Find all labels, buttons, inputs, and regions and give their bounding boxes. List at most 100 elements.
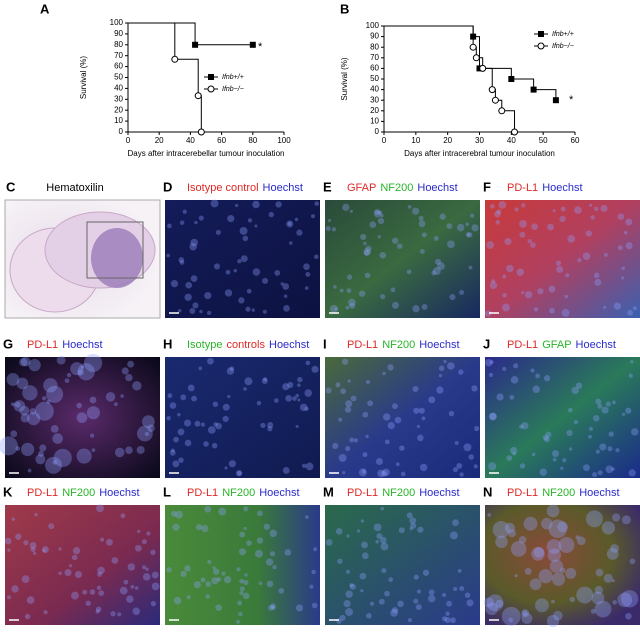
- nucleus: [42, 396, 47, 401]
- nucleus: [524, 567, 532, 575]
- nucleus: [256, 510, 263, 517]
- nucleus: [419, 249, 425, 254]
- nucleus: [625, 242, 633, 250]
- nucleus: [53, 448, 72, 468]
- nucleus: [510, 541, 527, 557]
- nucleus: [215, 229, 221, 235]
- nucleus: [380, 294, 386, 300]
- nucleus: [260, 422, 266, 429]
- nucleus: [110, 611, 116, 617]
- nucleus: [339, 614, 346, 621]
- nucleus: [34, 401, 54, 421]
- nucleus: [227, 214, 235, 223]
- nucleus: [369, 221, 377, 228]
- nucleus: [566, 429, 573, 437]
- nucleus: [508, 529, 517, 538]
- y-tick-label: 30: [370, 95, 379, 104]
- nucleus: [458, 369, 464, 375]
- nucleus: [418, 215, 424, 221]
- nucleus: [466, 232, 473, 238]
- nucleus: [625, 407, 632, 414]
- nucleus: [498, 201, 507, 209]
- nucleus: [91, 448, 96, 452]
- nucleus: [365, 245, 372, 252]
- nucleus: [172, 523, 180, 531]
- nucleus: [0, 436, 18, 456]
- y-tick-label: 100: [110, 18, 124, 27]
- nucleus: [585, 510, 603, 528]
- stain-label: Hoechst: [259, 487, 299, 499]
- x-tick-label: 20: [443, 136, 452, 145]
- nucleus: [627, 309, 634, 316]
- nucleus: [182, 209, 187, 214]
- nucleus: [474, 425, 480, 432]
- stain-label: Hoechst: [263, 182, 303, 194]
- nucleus: [377, 217, 385, 225]
- nucleus: [287, 221, 292, 226]
- nucleus: [150, 600, 157, 607]
- nucleus: [573, 420, 579, 425]
- nucleus: [516, 268, 525, 276]
- marker: [171, 55, 179, 63]
- nucleus: [335, 528, 343, 535]
- nucleus: [379, 536, 387, 544]
- y-tick-label: 20: [370, 106, 379, 115]
- nucleus: [531, 223, 538, 231]
- nucleus: [34, 512, 38, 517]
- panel-letter: A: [40, 1, 50, 16]
- nucleus: [524, 291, 533, 299]
- nucleus: [363, 248, 371, 256]
- marker: [511, 128, 519, 136]
- nucleus: [567, 235, 575, 243]
- nucleus: [375, 458, 383, 466]
- nucleus: [531, 547, 545, 561]
- nucleus: [384, 439, 390, 445]
- nucleus: [489, 412, 497, 420]
- nucleus: [349, 583, 356, 590]
- nucleus: [239, 578, 245, 584]
- y-tick-label: 60: [114, 62, 123, 71]
- nucleus: [20, 413, 30, 423]
- legend-label: Ifnb−/−: [552, 43, 574, 50]
- nucleus: [551, 599, 555, 604]
- nucleus: [200, 422, 206, 427]
- nucleus: [297, 377, 303, 383]
- nucleus: [251, 308, 255, 312]
- stain-label: PD-L1: [27, 339, 58, 351]
- nucleus: [521, 203, 526, 208]
- nucleus: [521, 609, 530, 618]
- nucleus: [236, 619, 241, 624]
- nucleus: [377, 469, 385, 478]
- nucleus: [141, 539, 147, 545]
- marker: [498, 107, 506, 115]
- nucleus: [310, 214, 316, 219]
- nucleus: [562, 458, 567, 463]
- nucleus: [207, 357, 214, 365]
- y-tick-label: 10: [114, 116, 123, 125]
- nucleus: [244, 377, 253, 386]
- nucleus: [387, 422, 395, 430]
- nucleus: [105, 392, 116, 402]
- nucleus: [136, 425, 153, 442]
- nucleus: [506, 455, 513, 461]
- nucleus: [625, 613, 632, 620]
- nucleus: [502, 303, 510, 312]
- nucleus: [527, 239, 532, 244]
- nucleus: [223, 576, 232, 584]
- nucleus: [600, 204, 608, 213]
- nucleus: [258, 581, 263, 586]
- nucleus: [416, 589, 422, 594]
- nucleus: [27, 468, 32, 473]
- nucleus: [29, 408, 37, 415]
- nucleus: [343, 600, 351, 608]
- nucleus: [239, 227, 248, 235]
- nucleus: [243, 506, 249, 512]
- nucleus: [488, 372, 494, 378]
- stain-label: PD-L1: [507, 182, 538, 194]
- survival-line: [384, 25, 557, 101]
- nucleus: [190, 238, 198, 247]
- nucleus: [274, 398, 279, 403]
- nucleus: [22, 385, 38, 401]
- nucleus: [233, 268, 237, 273]
- nucleus: [555, 260, 562, 266]
